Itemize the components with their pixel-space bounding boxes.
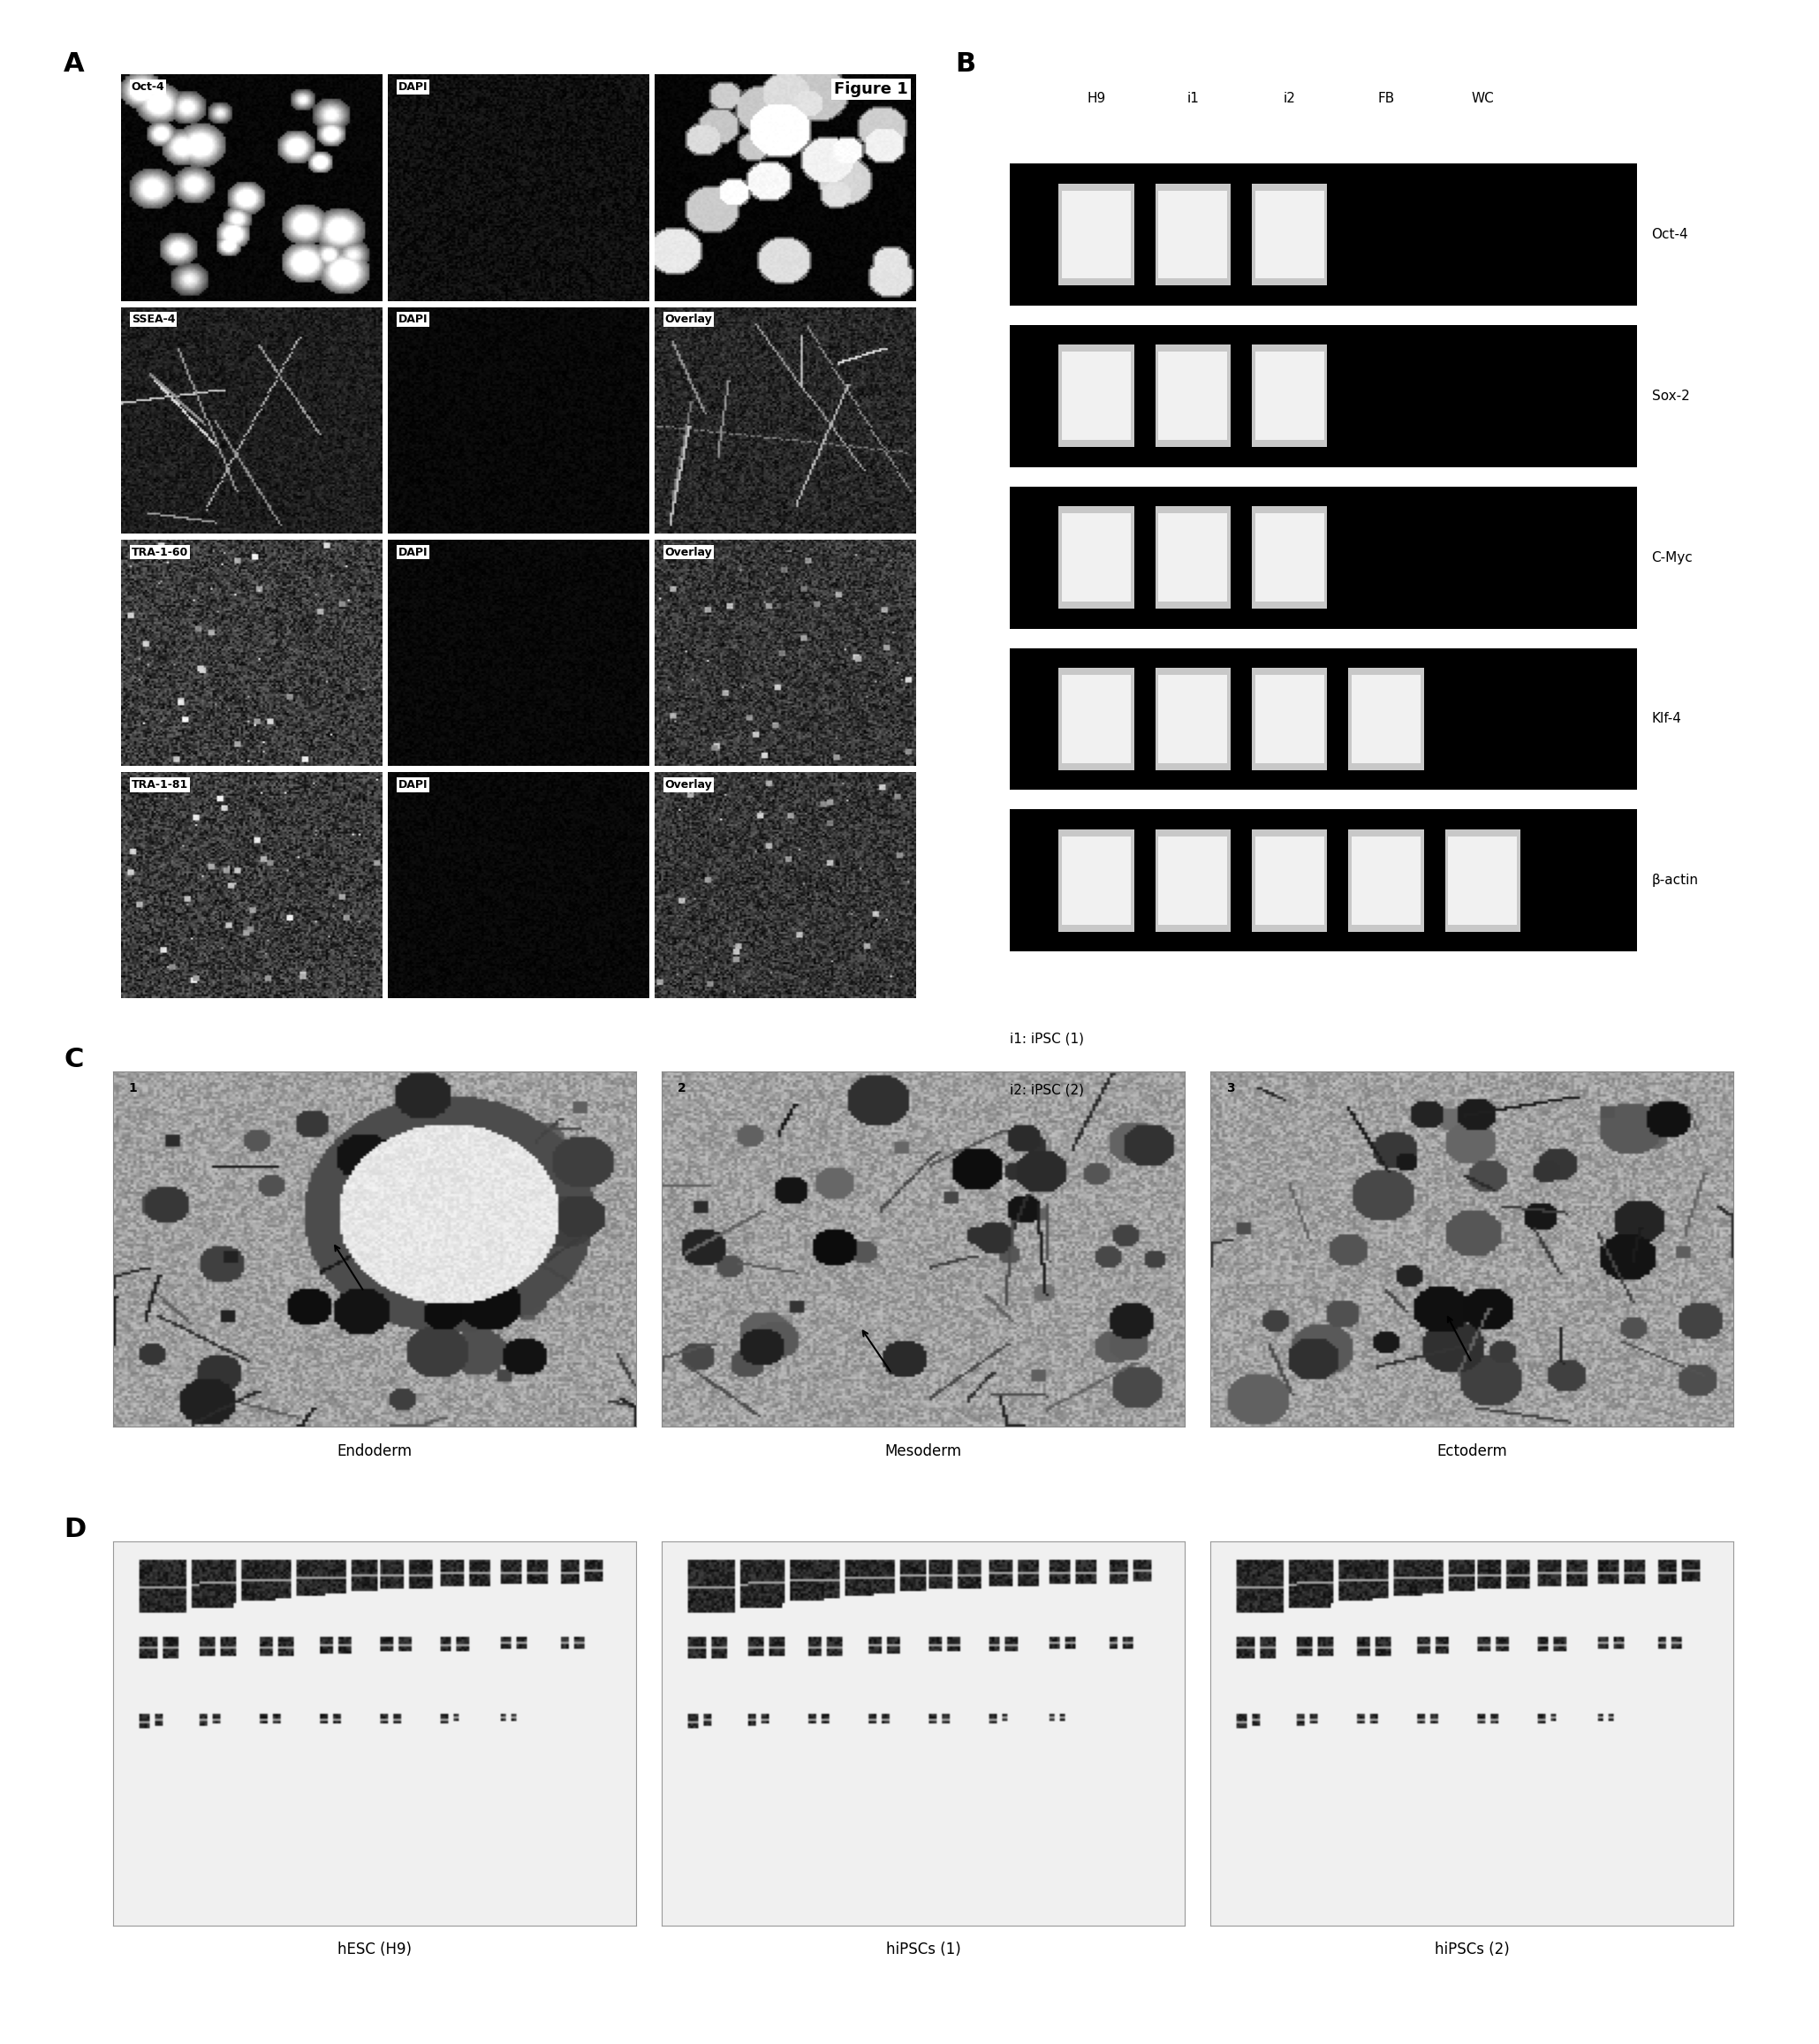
Bar [1062,836,1131,924]
Text: Overlay: Overlay [666,779,713,791]
Bar [1352,836,1421,924]
Text: D: D [64,1517,85,1543]
Bar [1155,184,1231,286]
Text: WC: WC [1472,92,1493,104]
Bar [1155,345,1231,448]
Text: Oct-4: Oct-4 [131,82,166,92]
Bar [1155,668,1231,771]
Bar [1059,830,1133,932]
Text: Figure 1: Figure 1 [835,82,908,98]
Bar [1251,668,1328,771]
Text: i1: i1 [1186,92,1199,104]
Text: i1: iPSC (1): i1: iPSC (1) [1010,1032,1084,1044]
Bar [1348,668,1424,771]
Bar [1159,675,1228,762]
Text: DAPI: DAPI [398,546,427,558]
Text: DAPI: DAPI [398,779,427,791]
Bar [1062,513,1131,601]
Text: B: B [955,51,975,78]
Bar [1255,513,1324,601]
Text: Overlay: Overlay [666,315,713,325]
Bar [1062,352,1131,439]
Text: 2: 2 [677,1081,686,1094]
Text: DAPI: DAPI [398,315,427,325]
Bar [1155,830,1231,932]
Text: DAPI: DAPI [398,82,427,92]
Bar [1352,675,1421,762]
Text: Klf-4: Klf-4 [1652,713,1681,726]
Text: hiPSCs (1): hiPSCs (1) [886,1942,960,1958]
Bar [1155,507,1231,609]
Text: C-Myc: C-Myc [1652,552,1693,564]
Text: i2: iPSC (2): i2: iPSC (2) [1010,1083,1084,1096]
Bar [1251,345,1328,448]
Bar [1251,507,1328,609]
Text: Oct-4: Oct-4 [1652,229,1688,241]
Text: A: A [64,51,84,78]
Text: β-actin: β-actin [1652,875,1699,887]
Bar [1062,675,1131,762]
Text: 3: 3 [1226,1081,1235,1094]
Text: i2: i2 [1284,92,1295,104]
Bar [1059,507,1133,609]
Text: FB: FB [1377,92,1395,104]
Text: hiPSCs (2): hiPSCs (2) [1435,1942,1510,1958]
Bar [1062,190,1131,278]
Bar [1059,345,1133,448]
Bar [1059,668,1133,771]
Bar [1444,830,1521,932]
Text: SSEA-4: SSEA-4 [131,315,175,325]
Bar [1251,184,1328,286]
Bar [1255,836,1324,924]
Text: TRA-1-81: TRA-1-81 [131,779,187,791]
Text: 1: 1 [129,1081,136,1094]
Bar [1059,184,1133,286]
Text: hESC (H9): hESC (H9) [337,1942,411,1958]
Text: Mesoderm: Mesoderm [884,1443,962,1459]
Bar [1448,836,1517,924]
Text: Sox-2: Sox-2 [1652,390,1690,403]
Text: C: C [64,1047,84,1073]
Text: H9: H9 [1088,92,1106,104]
Bar [1255,190,1324,278]
Text: Ectoderm: Ectoderm [1437,1443,1508,1459]
Bar [1255,675,1324,762]
Bar [1255,352,1324,439]
Bar [1159,836,1228,924]
Text: TRA-1-60: TRA-1-60 [131,546,187,558]
Bar [1348,830,1424,932]
Bar [1251,830,1328,932]
Bar [1159,352,1228,439]
Bar [1159,190,1228,278]
Bar [1159,513,1228,601]
Text: Overlay: Overlay [666,546,713,558]
Text: Endoderm: Endoderm [337,1443,413,1459]
